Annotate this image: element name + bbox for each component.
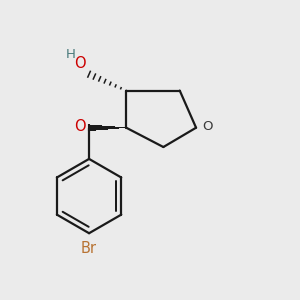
Text: H: H (66, 48, 76, 61)
Text: O: O (74, 56, 86, 70)
Text: O: O (202, 120, 213, 133)
Text: O: O (74, 119, 85, 134)
Text: Br: Br (81, 241, 97, 256)
